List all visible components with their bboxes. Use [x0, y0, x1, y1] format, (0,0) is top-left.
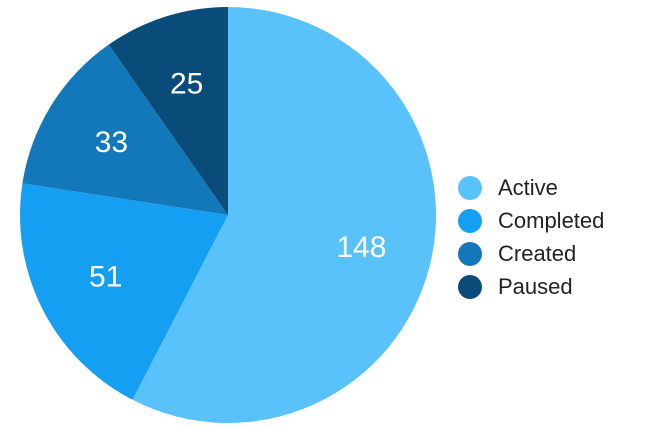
- legend: Active Completed Created Paused: [458, 171, 604, 303]
- legend-label-paused: Paused: [498, 273, 573, 299]
- pie-slice-created: [22, 44, 228, 216]
- legend-swatch-created: [458, 241, 482, 266]
- pie-slice-label-created: 33: [95, 126, 128, 159]
- legend-item-completed: Completed: [458, 204, 604, 237]
- pie-slice-paused: [108, 7, 228, 215]
- legend-swatch-completed: [458, 208, 482, 233]
- legend-swatch-paused: [458, 274, 482, 299]
- pie-slice-label-paused: 25: [170, 68, 203, 101]
- legend-item-paused: Paused: [458, 270, 604, 303]
- pie-slice-completed: [19, 183, 228, 400]
- legend-label-created: Created: [498, 240, 577, 266]
- pie-slices: [19, 7, 436, 423]
- legend-label-completed: Completed: [498, 207, 605, 233]
- pie-slice-label-completed: 51: [89, 261, 122, 294]
- legend-swatch-active: [458, 175, 482, 200]
- legend-label-active: Active: [498, 174, 558, 200]
- legend-item-created: Created: [458, 237, 604, 270]
- pie-slice-active: [132, 7, 436, 423]
- pie-slice-labels: 148 51 33 25: [89, 68, 386, 294]
- legend-item-active: Active: [458, 171, 604, 204]
- pie-slice-label-active: 148: [336, 231, 386, 264]
